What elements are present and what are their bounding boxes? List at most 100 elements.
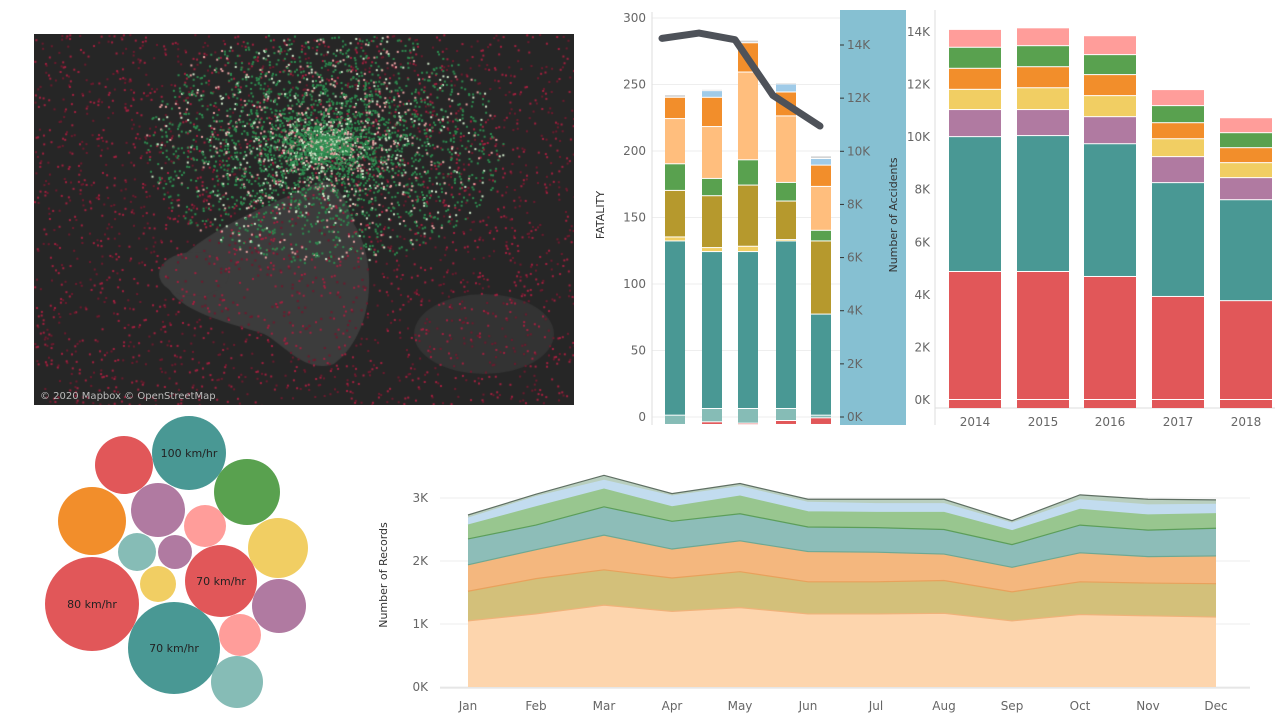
bar-segment: [665, 95, 685, 97]
y-tick-label: 1K: [412, 617, 429, 631]
bar-segment: [776, 116, 796, 182]
bar-segment: [1017, 28, 1069, 46]
bar-segment: [1084, 117, 1136, 144]
bubble-label: 100 km/hr: [161, 447, 218, 460]
speed-zone-bubble: [58, 487, 126, 555]
bar-segment: [1084, 400, 1136, 408]
bar-segment: [738, 423, 758, 425]
accident-map[interactable]: © 2020 Mapbox © OpenStreetMap: [34, 34, 574, 405]
bar-segment: [1084, 96, 1136, 117]
speed-zone-bubble: [158, 535, 192, 569]
bar-segment: [1220, 133, 1272, 148]
bar-segment: [702, 91, 722, 97]
bar-segment: [1220, 400, 1272, 408]
bar-segment: [1084, 55, 1136, 75]
y-tick-label: 200: [623, 144, 646, 158]
speed-zone-bubble: [152, 416, 226, 490]
bar-segment: [1220, 118, 1272, 133]
speed-zone-bubble: [118, 533, 156, 571]
bar-segment: [702, 89, 722, 91]
x-tick-label: 2017: [1163, 415, 1194, 429]
speed-zone-bubble: [252, 579, 306, 633]
bar-segment: [1220, 178, 1272, 200]
map-attribution: © 2020 Mapbox © OpenStreetMap: [40, 391, 216, 402]
bar-segment: [1220, 163, 1272, 178]
y2-tick-label: 4K: [847, 304, 864, 318]
bar-segment: [776, 240, 796, 241]
bar-segment: [702, 97, 722, 127]
y2-tick-label: 8K: [847, 197, 864, 211]
bar-segment: [1017, 46, 1069, 67]
x-tick-label: Oct: [1070, 699, 1091, 713]
speed-zone-bubble: [184, 505, 226, 547]
bar-segment: [1084, 276, 1136, 399]
bar-segment: [738, 40, 758, 43]
speed-zone-bubble: [211, 656, 263, 708]
speed-zone-bubble: [185, 545, 257, 617]
y2-tick-label: 2K: [847, 357, 864, 371]
speed-zone-bubble: [219, 614, 261, 656]
area-layer-edge: [467, 506, 1217, 546]
bar-segment: [811, 158, 831, 165]
x-tick-label: Dec: [1204, 699, 1227, 713]
area-layer: [468, 605, 1216, 687]
bar-segment: [811, 186, 831, 230]
speed-zone-bubble: [128, 602, 220, 694]
bar-segment: [738, 246, 758, 252]
bar-segment: [1152, 296, 1204, 399]
bar-segment: [1220, 148, 1272, 163]
bar-segment: [1152, 139, 1204, 157]
x-tick-label: Sep: [1001, 699, 1024, 713]
bar-segment: [702, 252, 722, 409]
bar-segment: [1017, 136, 1069, 271]
y2-tick-label: 12K: [847, 91, 871, 105]
bar-segment: [665, 415, 685, 424]
speed-zone-bubble: [45, 557, 139, 651]
bar-segment: [1017, 110, 1069, 136]
x-tick-label: 2015: [1028, 415, 1059, 429]
bar-segment: [949, 137, 1001, 271]
speed-zone-bubble: [248, 518, 308, 578]
bar-segment: [665, 119, 685, 164]
bar-segment: [776, 241, 796, 409]
bar-segment: [1084, 75, 1136, 96]
accidents-axis-panel: [840, 10, 906, 425]
speed-zone-bubble: [131, 483, 185, 537]
bar-segment: [1152, 157, 1204, 183]
y-axis-title: FATALITY: [594, 191, 607, 239]
y-tick-label: 300: [623, 11, 646, 25]
x-tick-label: Jul: [868, 699, 883, 713]
y-tick-label: 8K: [914, 183, 931, 197]
bar-segment: [1017, 271, 1069, 399]
bar-segment: [776, 83, 796, 84]
bar-segment: [702, 248, 722, 252]
bar-segment: [665, 97, 685, 119]
bar-segment: [738, 185, 758, 246]
x-tick-label: 2016: [1095, 415, 1126, 429]
map-canvas[interactable]: [34, 34, 574, 405]
bar-segment: [811, 156, 831, 158]
area-layer-edge: [467, 569, 1217, 593]
y-tick-label: 250: [623, 78, 646, 92]
bar-segment: [811, 230, 831, 241]
bar-segment: [1017, 400, 1069, 408]
bar-segment: [949, 68, 1001, 89]
bubble-label: 70 km/hr: [149, 642, 199, 655]
bar-segment: [776, 409, 796, 420]
bar-segment: [738, 160, 758, 185]
bubble-label: 80 km/hr: [67, 598, 117, 611]
y2-tick-label: 6K: [847, 251, 864, 265]
y2-tick-label: 14K: [847, 38, 871, 52]
area-layer-edge: [467, 474, 1217, 522]
bar-segment: [665, 164, 685, 190]
bubble-label: 70 km/hr: [196, 575, 246, 588]
x-tick-label: Nov: [1136, 699, 1159, 713]
x-tick-label: Mar: [593, 699, 616, 713]
bar-segment: [1152, 400, 1204, 408]
y-axis-title: Number of Records: [377, 522, 390, 628]
x-tick-label: Jan: [458, 699, 478, 713]
bar-segment: [1220, 301, 1272, 399]
y-tick-label: 0: [638, 410, 646, 424]
bar-segment: [702, 178, 722, 196]
